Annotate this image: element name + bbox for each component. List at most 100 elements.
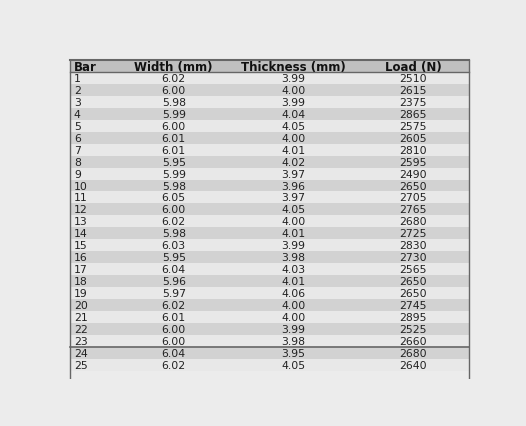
Text: 6.01: 6.01 [161,145,186,155]
Text: 23: 23 [74,336,88,346]
Text: 3.99: 3.99 [281,241,306,250]
Text: 16: 16 [74,253,88,262]
Text: 2510: 2510 [400,74,427,84]
Bar [70,311,469,323]
Text: 3.98: 3.98 [281,253,306,262]
Bar [70,204,469,216]
Bar [70,97,469,109]
Bar [70,73,469,85]
Text: 19: 19 [74,288,88,298]
Text: 6.02: 6.02 [161,300,186,310]
Text: 7: 7 [74,145,81,155]
Text: 4.00: 4.00 [281,133,306,144]
Bar [70,180,469,192]
Text: 2575: 2575 [400,121,427,132]
Text: 10: 10 [74,181,88,191]
Text: 4.00: 4.00 [281,217,306,227]
Text: 8: 8 [74,157,81,167]
Text: 6.02: 6.02 [161,360,186,370]
Text: 6.01: 6.01 [161,133,186,144]
Text: 2640: 2640 [400,360,427,370]
Text: 24: 24 [74,348,88,358]
Text: 2525: 2525 [400,324,427,334]
Text: 6: 6 [74,133,81,144]
Text: 2730: 2730 [400,253,427,262]
Text: 4.00: 4.00 [281,312,306,322]
Text: 4.06: 4.06 [281,288,306,298]
Bar [70,276,469,288]
Text: 6.02: 6.02 [161,74,186,84]
Text: 2745: 2745 [400,300,427,310]
Text: 20: 20 [74,300,88,310]
Text: 2375: 2375 [400,98,427,108]
Text: 6.05: 6.05 [161,193,186,203]
Text: 5.98: 5.98 [161,181,186,191]
Text: 2680: 2680 [400,348,427,358]
Text: 4.00: 4.00 [281,300,306,310]
Text: 3: 3 [74,98,81,108]
Text: 4.01: 4.01 [281,276,306,286]
Bar [70,144,469,156]
Text: 5.95: 5.95 [161,253,186,262]
Text: 5.98: 5.98 [161,229,186,239]
Bar [70,132,469,144]
Text: 4.00: 4.00 [281,86,306,96]
Text: 4.05: 4.05 [281,205,306,215]
Text: 6.00: 6.00 [161,121,186,132]
Text: 3.96: 3.96 [281,181,306,191]
Text: 17: 17 [74,265,88,274]
Text: Thickness (mm): Thickness (mm) [241,60,346,73]
Text: 2895: 2895 [400,312,427,322]
Text: 3.97: 3.97 [281,169,306,179]
Text: 3.95: 3.95 [281,348,306,358]
Bar [70,288,469,299]
Text: 25: 25 [74,360,88,370]
Text: 2810: 2810 [400,145,427,155]
Bar [70,85,469,97]
Text: 5.99: 5.99 [161,109,186,120]
Bar [70,228,469,240]
Text: 4.01: 4.01 [281,229,306,239]
Text: 4.05: 4.05 [281,121,306,132]
Text: 2650: 2650 [400,181,427,191]
Text: 6.00: 6.00 [161,86,186,96]
Text: 15: 15 [74,241,88,250]
Text: 6.03: 6.03 [161,241,186,250]
Bar [70,216,469,228]
Bar [70,347,469,359]
Text: 2725: 2725 [400,229,427,239]
Text: Load (N): Load (N) [385,60,442,73]
Text: 4.03: 4.03 [281,265,306,274]
Text: 9: 9 [74,169,81,179]
Text: 6.00: 6.00 [161,205,186,215]
Text: 4: 4 [74,109,81,120]
Text: 2765: 2765 [400,205,427,215]
Text: 11: 11 [74,193,88,203]
Text: 2490: 2490 [400,169,427,179]
Text: 5.96: 5.96 [161,276,186,286]
Text: 2565: 2565 [400,265,427,274]
Text: 6.00: 6.00 [161,324,186,334]
Bar [70,121,469,132]
Text: 3.99: 3.99 [281,324,306,334]
Text: 2650: 2650 [400,288,427,298]
Text: 6.01: 6.01 [161,312,186,322]
Text: 4.01: 4.01 [281,145,306,155]
Text: 3.99: 3.99 [281,98,306,108]
Text: 5.99: 5.99 [161,169,186,179]
Bar [70,335,469,347]
Text: 2705: 2705 [400,193,427,203]
Bar [70,240,469,252]
Text: 6.04: 6.04 [161,348,186,358]
Text: 22: 22 [74,324,88,334]
Text: 3.97: 3.97 [281,193,306,203]
Bar [70,168,469,180]
Text: 3.98: 3.98 [281,336,306,346]
Text: 5.97: 5.97 [161,288,186,298]
Text: 2680: 2680 [400,217,427,227]
Text: 21: 21 [74,312,88,322]
Text: 18: 18 [74,276,88,286]
Text: 12: 12 [74,205,88,215]
Text: Width (mm): Width (mm) [135,60,213,73]
Text: 3.99: 3.99 [281,74,306,84]
